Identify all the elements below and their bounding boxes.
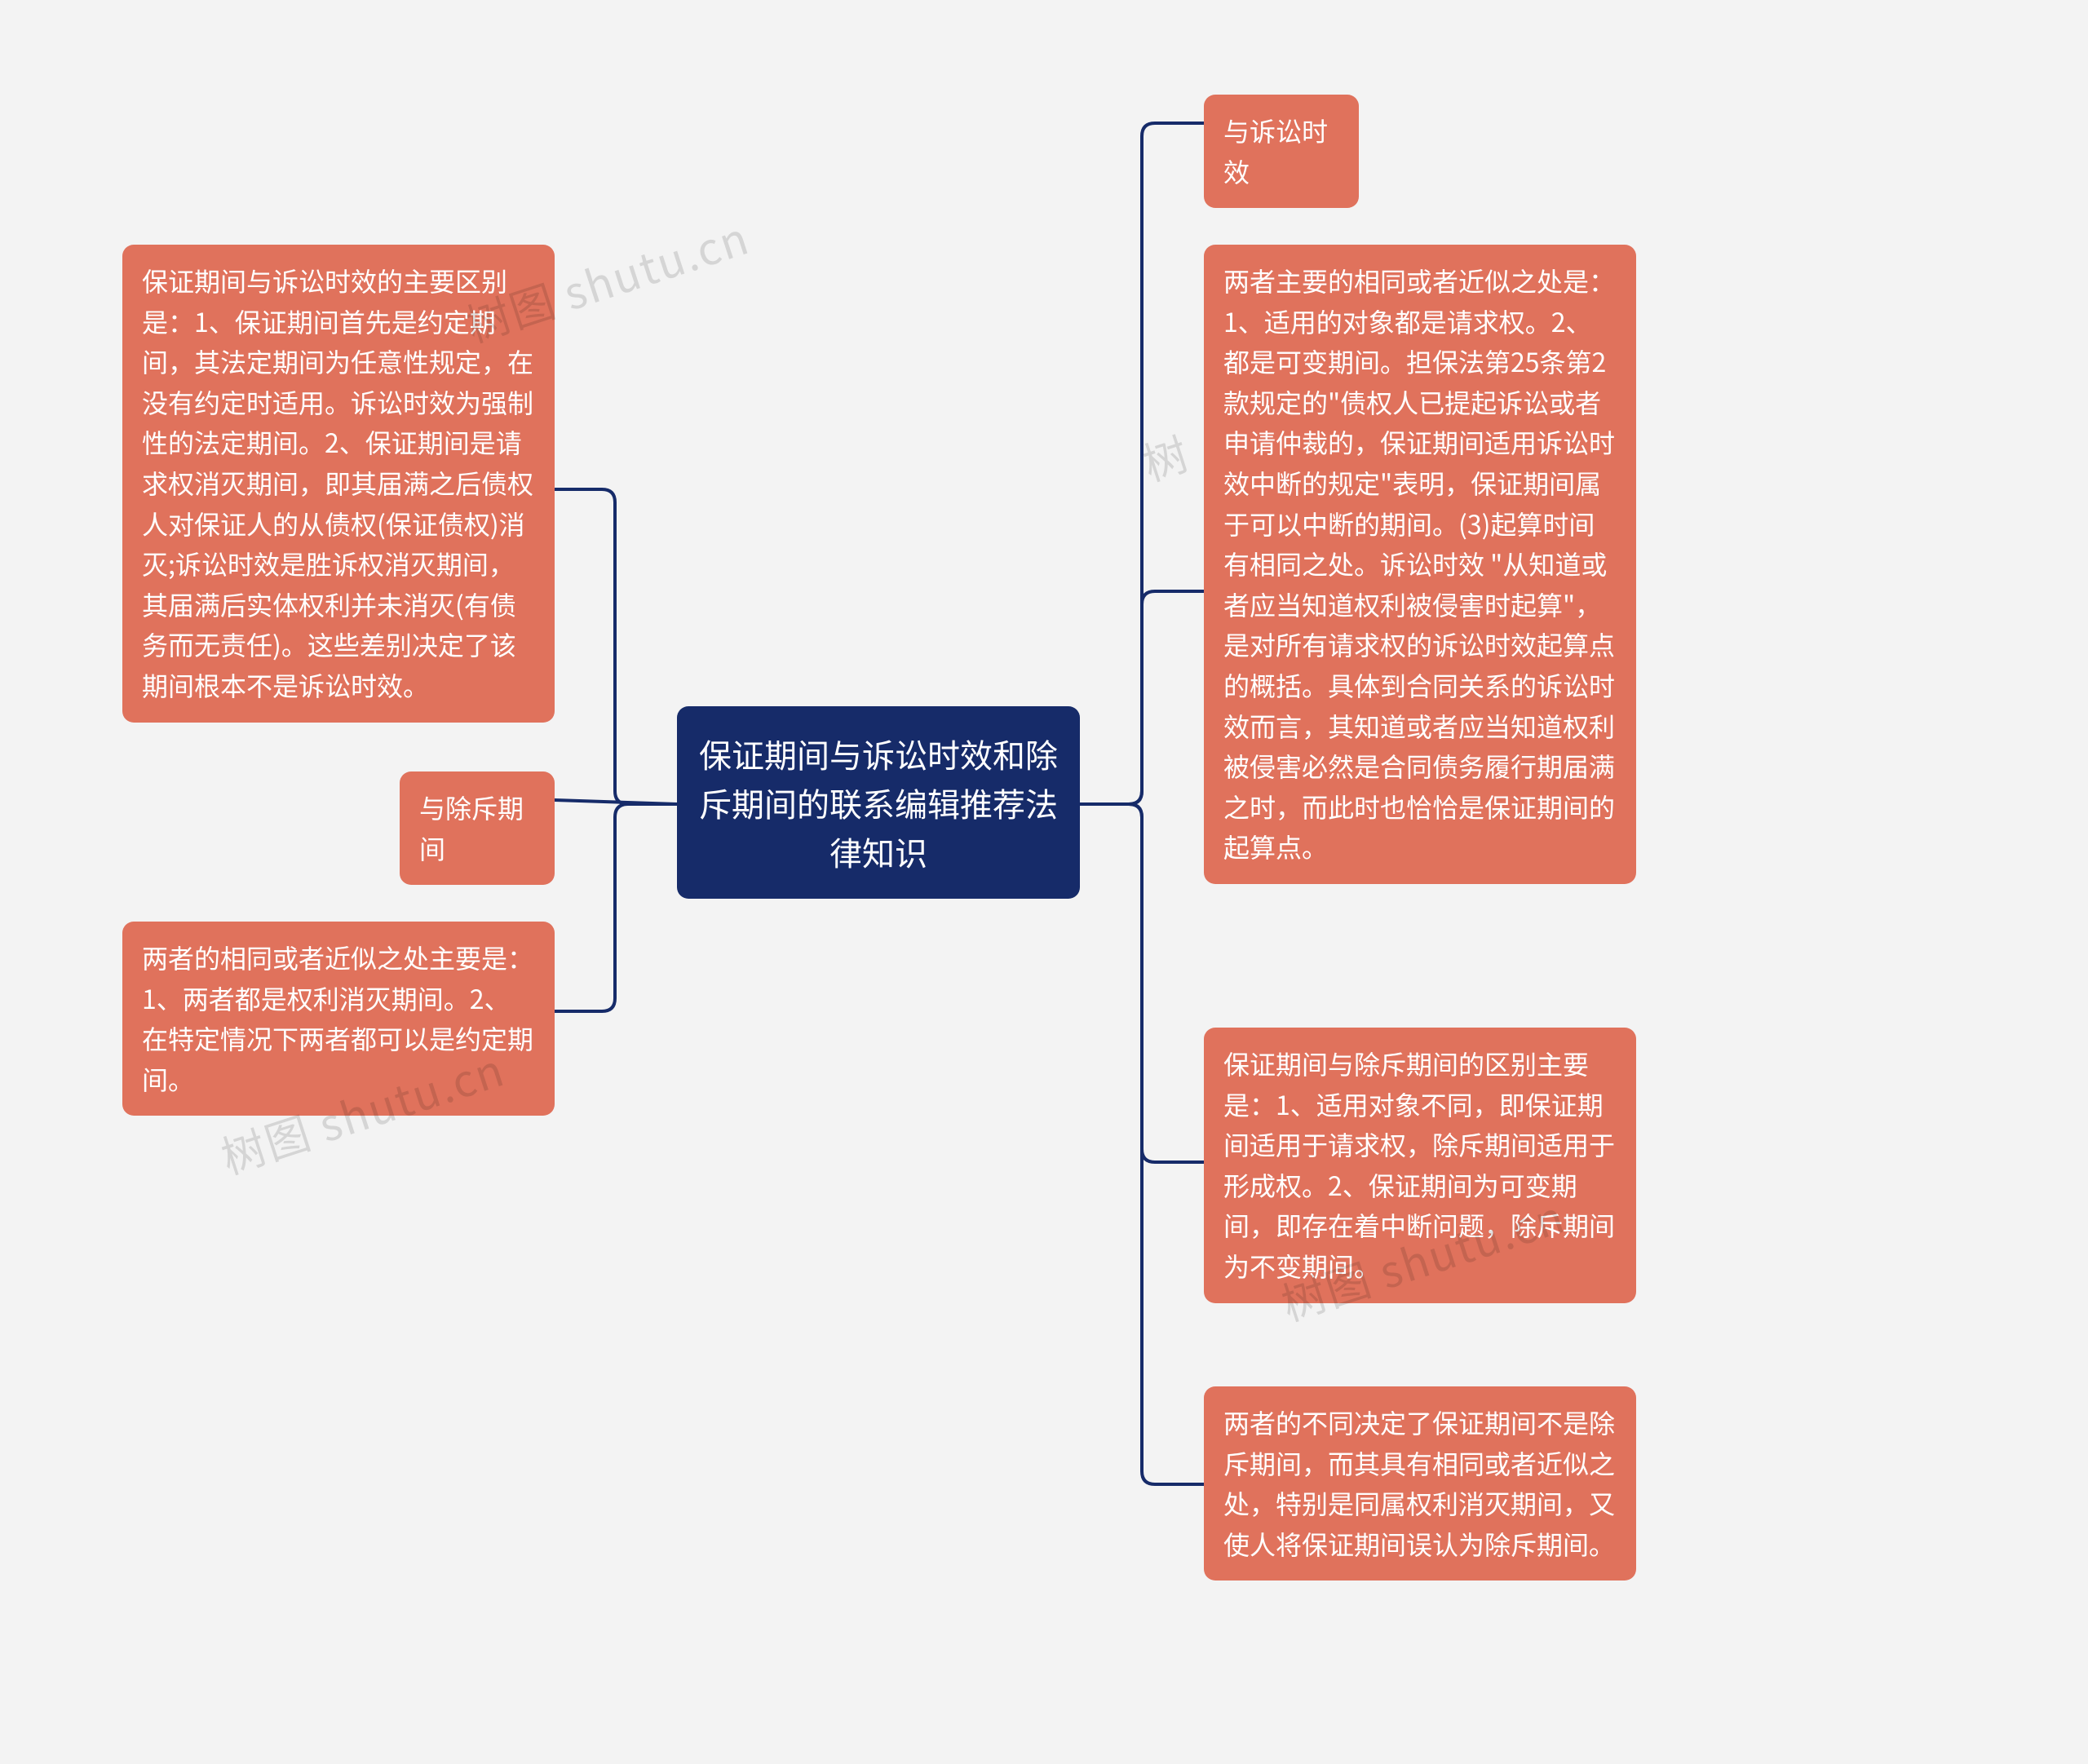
left-node-1[interactable]: 保证期间与诉讼时效的主要区别是：1、保证期间首先是约定期间，其法定期间为任意性规… (122, 245, 555, 723)
left-node-3[interactable]: 两者的相同或者近似之处主要是：1、两者都是权利消灭期间。2、在特定情况下两者都可… (122, 922, 555, 1116)
right-node-3[interactable]: 保证期间与除斥期间的区别主要是：1、适用对象不同，即保证期间适用于请求权，除斥期… (1204, 1028, 1636, 1303)
mindmap-canvas: 保证期间与诉讼时效和除斥期间的联系编辑推荐法律知识 保证期间与诉讼时效的主要区别… (0, 0, 2088, 1764)
right-node-4[interactable]: 两者的不同决定了保证期间不是除斥期间，而其具有相同或者近似之处，特别是同属权利消… (1204, 1386, 1636, 1581)
watermark: 树 (1134, 418, 1197, 493)
right-node-2[interactable]: 两者主要的相同或者近似之处是：1、适用的对象都是请求权。2、都是可变期间。担保法… (1204, 245, 1636, 884)
right-node-1[interactable]: 与诉讼时效 (1204, 95, 1359, 208)
center-node[interactable]: 保证期间与诉讼时效和除斥期间的联系编辑推荐法律知识 (677, 706, 1080, 899)
left-node-2[interactable]: 与除斥期间 (400, 771, 555, 885)
